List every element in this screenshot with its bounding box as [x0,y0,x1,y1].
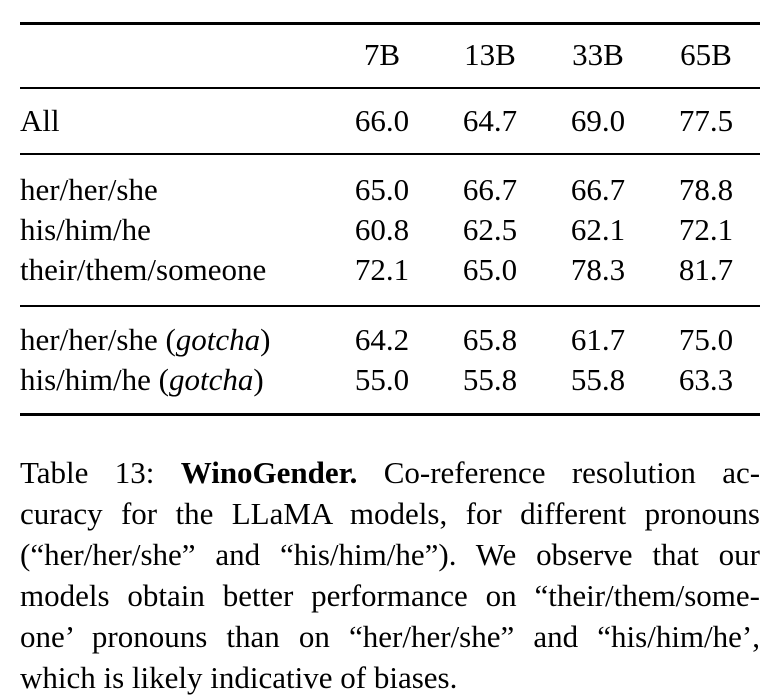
value-cell: 65.0 [462,252,518,287]
value-cell: 55.0 [354,362,410,397]
caption-line: Table 13: WinoGender. Co-reference resol… [20,452,760,493]
value-cell: 65.0 [354,172,410,207]
value-cell: 65.8 [462,322,518,357]
value-cell: 78.3 [570,252,626,287]
value-cell: 64.2 [354,322,410,357]
value-cell: 72.1 [354,252,410,287]
caption-line: (“her/her/she” and “his/him/he”). We obs… [20,537,760,572]
caption-line: which is likely indicative of biases. [20,660,458,695]
table-mid-rule-2 [20,153,760,155]
gotcha-note: gotcha [168,362,254,397]
table-row: her/her/she 65.0 66.7 66.7 78.8 [20,170,760,210]
section-all: All 66.0 64.7 69.0 77.5 [20,89,760,153]
value-cell: 81.7 [678,252,734,287]
value-cell: 55.8 [570,362,626,397]
value-cell: 78.8 [678,172,734,207]
caption-line: models obtain better performance on “the… [20,578,760,613]
winogender-table: 7B 13B 33B 65B All 66.0 64.7 69.0 77.5 h… [20,22,760,416]
row-label: his/him/he (gotcha) [20,362,264,397]
value-cell: 62.1 [570,212,626,247]
value-cell: 64.7 [462,103,518,138]
value-cell: 63.3 [678,362,734,397]
row-label: her/her/she [20,172,158,207]
section-pronouns: her/her/she 65.0 66.7 66.7 78.8 his/him/… [20,155,760,305]
value-cell: 66.0 [354,103,410,138]
value-cell: 62.5 [462,212,518,247]
caption-line: one’ pronouns than on “her/her/she” and … [20,619,760,654]
table-row: her/her/she (gotcha) 64.2 65.8 61.7 75.0 [20,320,760,360]
value-cell: 77.5 [678,103,734,138]
column-header-7b: 7B [363,37,401,72]
table-row: All 66.0 64.7 69.0 77.5 [20,101,760,141]
value-cell: 66.7 [462,172,518,207]
table-mid-rule-1 [20,87,760,89]
section-gotcha: her/her/she (gotcha) 64.2 65.8 61.7 75.0… [20,307,760,413]
value-cell: 75.0 [678,322,734,357]
caption-line: curacy for the LLaMA models, for differe… [20,496,760,531]
row-label: his/him/he [20,212,151,247]
table-mid-rule-3 [20,305,760,307]
value-cell: 60.8 [354,212,410,247]
column-header-65b: 65B [680,37,732,72]
table-row: his/him/he 60.8 62.5 62.1 72.1 [20,210,760,250]
row-label: her/her/she (gotcha) [20,322,271,357]
value-cell: 55.8 [462,362,518,397]
gotcha-note: gotcha [175,322,261,357]
table-caption: Table 13: WinoGender. Co-reference resol… [20,452,760,698]
table-top-rule [20,22,760,25]
column-header-33b: 33B [572,37,624,72]
value-cell: 61.7 [570,322,626,357]
value-cell: 66.7 [570,172,626,207]
value-cell: 72.1 [678,212,734,247]
caption-text: Co-reference resolution ac- [383,455,761,490]
value-cell: 69.0 [570,103,626,138]
column-header-13b: 13B [464,37,516,72]
table-bottom-rule [20,413,760,416]
row-label: All [20,103,60,138]
caption-title: WinoGender. [180,455,358,490]
caption-label: Table 13: [20,455,155,490]
row-label: their/them/someone [20,252,267,287]
table-header-row: 7B 13B 33B 65B [20,25,760,87]
table-row: their/them/someone 72.1 65.0 78.3 81.7 [20,250,760,290]
table-row: his/him/he (gotcha) 55.0 55.8 55.8 63.3 [20,360,760,400]
